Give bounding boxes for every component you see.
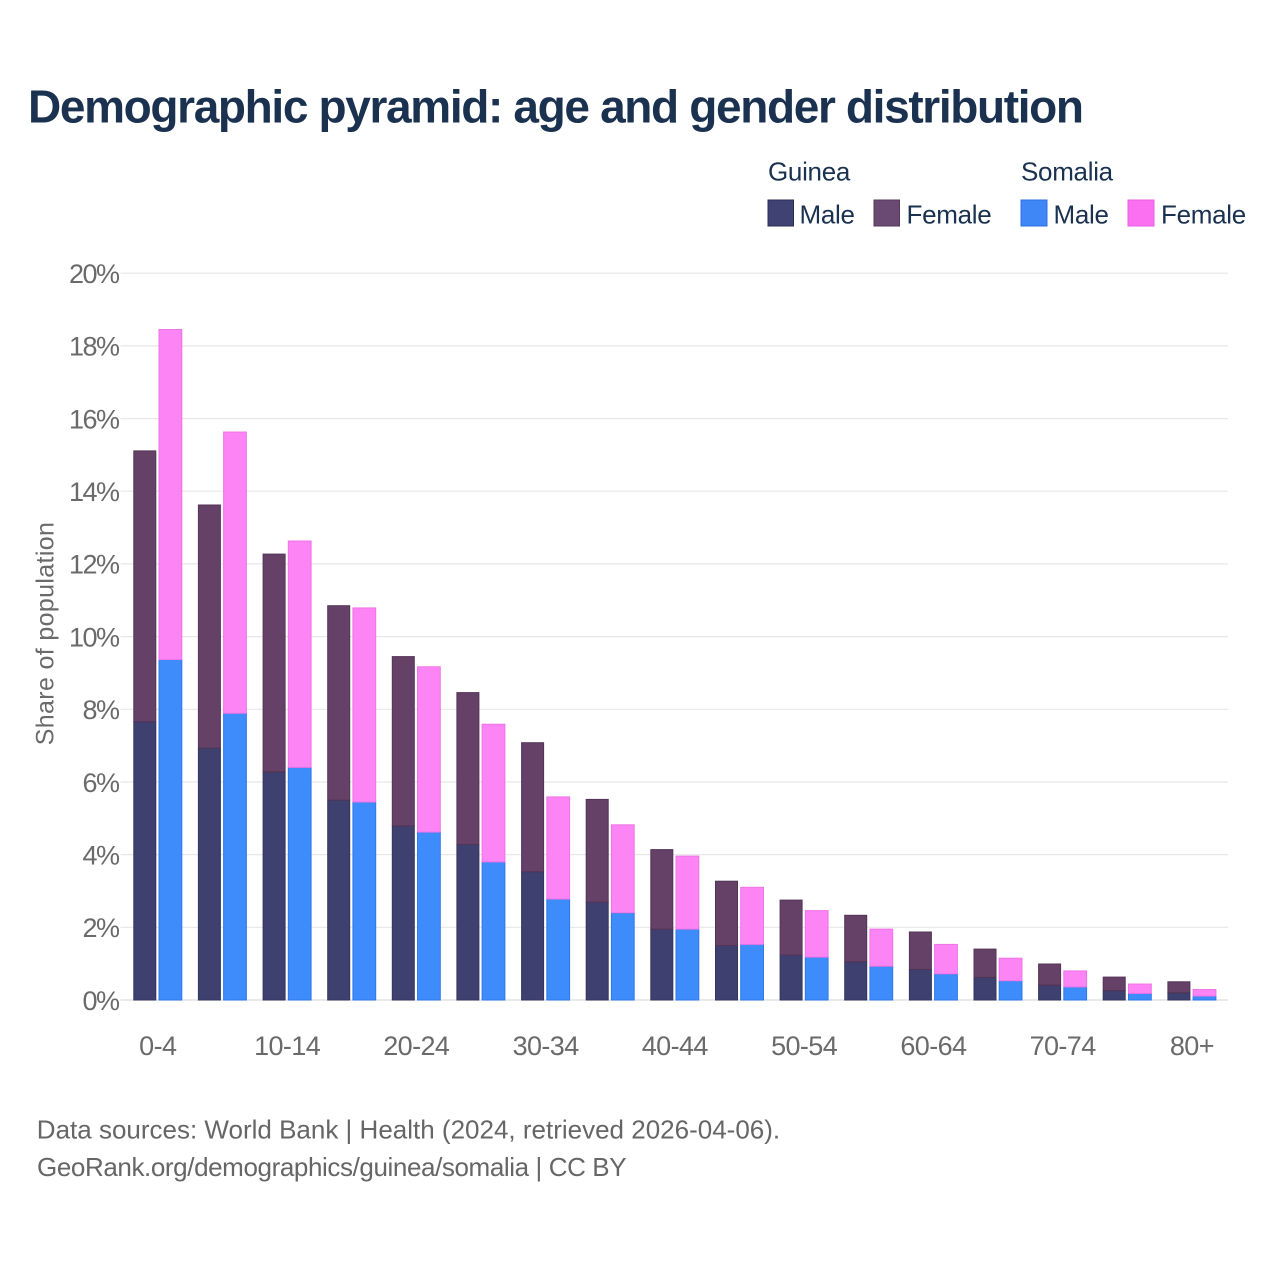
svg-text:Data sources: World Bank | Hea: Data sources: World Bank | Health (2024,… bbox=[37, 1115, 780, 1145]
svg-text:Somalia: Somalia bbox=[1021, 157, 1114, 187]
svg-text:20%: 20% bbox=[69, 259, 120, 289]
svg-text:10%: 10% bbox=[69, 622, 120, 652]
svg-text:Female: Female bbox=[907, 199, 992, 229]
svg-text:0%: 0% bbox=[82, 986, 120, 1016]
svg-text:60-64: 60-64 bbox=[900, 1031, 967, 1061]
svg-text:50-54: 50-54 bbox=[771, 1031, 838, 1061]
svg-text:12%: 12% bbox=[69, 550, 120, 580]
svg-text:14%: 14% bbox=[69, 477, 120, 507]
svg-text:Female: Female bbox=[1161, 199, 1246, 229]
svg-text:6%: 6% bbox=[82, 768, 120, 798]
svg-text:30-34: 30-34 bbox=[513, 1031, 580, 1061]
svg-text:4%: 4% bbox=[82, 840, 120, 870]
svg-text:18%: 18% bbox=[69, 332, 120, 362]
svg-text:0-4: 0-4 bbox=[139, 1031, 177, 1061]
svg-text:20-24: 20-24 bbox=[383, 1031, 450, 1061]
svg-text:40-44: 40-44 bbox=[642, 1031, 709, 1061]
svg-text:16%: 16% bbox=[69, 404, 120, 434]
svg-text:80+: 80+ bbox=[1170, 1031, 1214, 1061]
svg-text:Male: Male bbox=[1054, 199, 1109, 229]
svg-text:Share of population: Share of population bbox=[32, 522, 60, 745]
svg-text:2%: 2% bbox=[82, 913, 120, 943]
svg-text:8%: 8% bbox=[82, 695, 120, 725]
svg-text:Demographic pyramid: age and g: Demographic pyramid: age and gender dist… bbox=[28, 81, 1083, 133]
svg-text:70-74: 70-74 bbox=[1030, 1031, 1097, 1061]
svg-text:GeoRank.org/demographics/guine: GeoRank.org/demographics/guinea/somalia … bbox=[37, 1152, 626, 1182]
svg-text:Guinea: Guinea bbox=[768, 157, 851, 187]
svg-text:10-14: 10-14 bbox=[254, 1031, 321, 1061]
svg-text:Male: Male bbox=[800, 199, 855, 229]
